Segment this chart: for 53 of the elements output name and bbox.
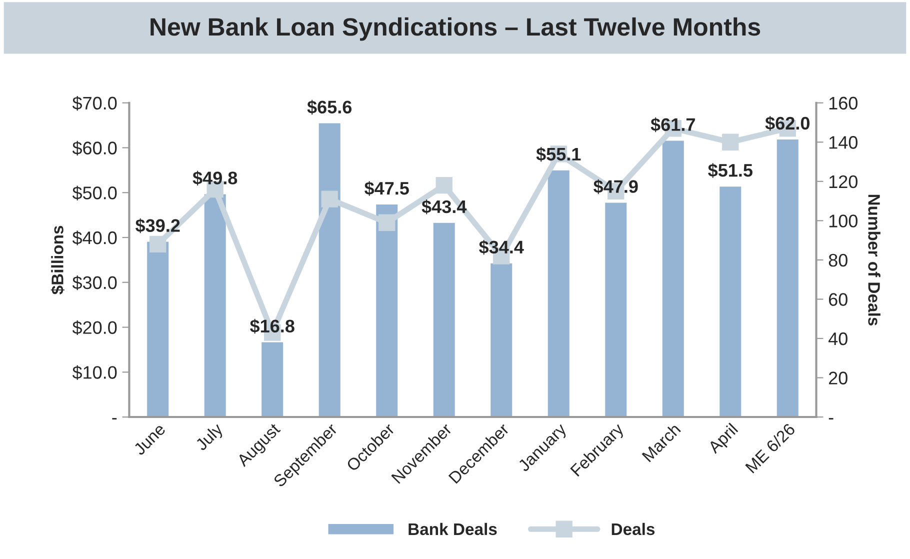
data-label: $62.0 [765,116,810,131]
bar [432,222,456,418]
bar [775,138,800,418]
bar [260,340,284,418]
y-tick-label: $30.0 [72,276,117,290]
data-label: $43.4 [422,200,467,214]
bar [146,240,170,418]
data-label: $16.8 [250,318,294,334]
y2-tick-label: 140 [829,136,858,149]
bar [489,262,514,418]
legend-label: Bank Deals [408,522,497,536]
bar [718,185,743,418]
point [150,236,166,253]
data-label: $65.6 [307,100,352,115]
y2-tick-label: 60 [828,293,848,306]
data-label: $47.9 [594,179,638,194]
data-label: $39.2 [135,218,180,234]
y-tick-label: $40.0 [72,230,117,246]
data-label: $49.8 [192,170,238,186]
y-tick-label: $20.0 [72,320,117,336]
x-tick-label: July [194,422,226,454]
y-tick-label: $70.0 [72,96,117,111]
y-axis-title: $Billions [50,226,64,294]
y2-tick-label: 120 [829,175,858,188]
x-tick-label: ME 6/26 [744,422,796,474]
point [722,134,739,150]
y2-tick-label: 20 [828,372,848,384]
data-label: $55.1 [536,147,581,162]
y-tick-label: $50.0 [72,186,117,200]
data-label: $61.7 [650,117,695,132]
y2-tick-label: - [828,418,834,420]
point [321,190,338,208]
y2-tick-label: 80 [828,254,848,267]
y2-axis-title: Number of Deals [868,194,880,326]
y2-tick-label: 40 [828,332,848,346]
chart-title: New Bank Loan Syndications – Last Twelve Months [150,17,760,41]
bar [546,169,571,418]
data-label: $47.5 [364,181,409,196]
y2-tick-label: 100 [829,214,858,228]
bar [317,122,342,418]
bar [660,139,686,418]
y-tick-label: $10.0 [72,365,117,380]
bar [374,203,400,418]
point [378,214,396,231]
data-label: $34.4 [479,240,524,255]
y-tick-label: $60.0 [72,140,117,156]
y-tick-label: - [112,418,117,420]
bar [604,201,628,418]
legend-label: Deals [612,522,655,536]
data-label: $51.5 [708,163,752,178]
y2-tick-label: 160 [829,96,858,110]
point [436,176,452,194]
bar [202,192,228,418]
